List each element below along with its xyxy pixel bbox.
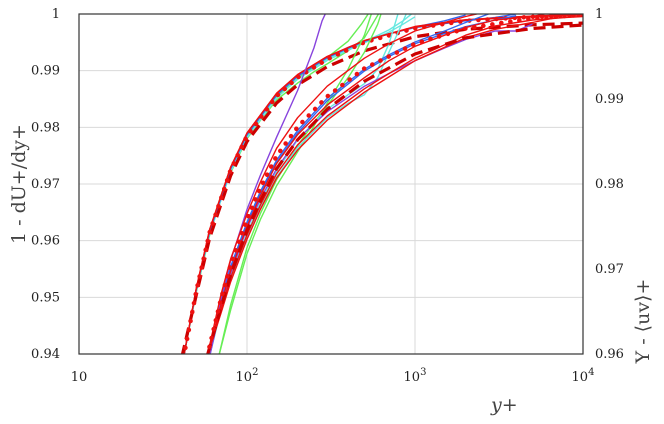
y-left-tick-label: 1 (52, 7, 60, 22)
tick-labels: 10 102 103 104 0.94 0.95 0.96 0.97 0.98 0.99 1 0.96… (31, 7, 624, 385)
y-left-axis-label: 1 - dU+/dy+ (8, 124, 30, 244)
series-line-dotted (205, 14, 583, 354)
y-left-tick-label: 0.95 (31, 290, 60, 305)
grid-lines (79, 14, 583, 354)
x-axis-label: y+ (490, 394, 518, 416)
y-left-tick-label: 0.94 (31, 347, 60, 362)
series-line-red (207, 14, 562, 354)
y-right-tick-label: 0.97 (595, 262, 624, 277)
series-line-purple (209, 14, 327, 354)
series-line-green (218, 14, 382, 354)
series-line-dotted (181, 14, 583, 354)
y-left-tick-label: 0.98 (31, 120, 60, 135)
y-left-tick-label: 0.99 (31, 64, 60, 79)
y-left-tick-label: 0.97 (31, 177, 60, 192)
series-curves (180, 14, 583, 354)
series-line-dashed (206, 23, 583, 354)
x-tick-label: 104 (572, 367, 595, 385)
y-left-tick-label: 0.96 (31, 234, 60, 249)
series-line-red (206, 14, 480, 354)
y-right-axis-label: Y - ⟨uv⟩+ (632, 279, 654, 365)
y-right-tick-label: 0.98 (595, 177, 624, 192)
y-right-tick-label: 0.99 (595, 92, 624, 107)
series-line-green (218, 14, 373, 354)
x-tick-label: 102 (236, 367, 259, 385)
x-tick-label: 10 (71, 370, 88, 385)
y-right-tick-label: 0.96 (595, 347, 624, 362)
plot-frame (78, 13, 584, 355)
y-right-tick-label: 1 (595, 7, 603, 22)
series-line-red (207, 15, 583, 354)
x-tick-label: 103 (404, 367, 427, 385)
